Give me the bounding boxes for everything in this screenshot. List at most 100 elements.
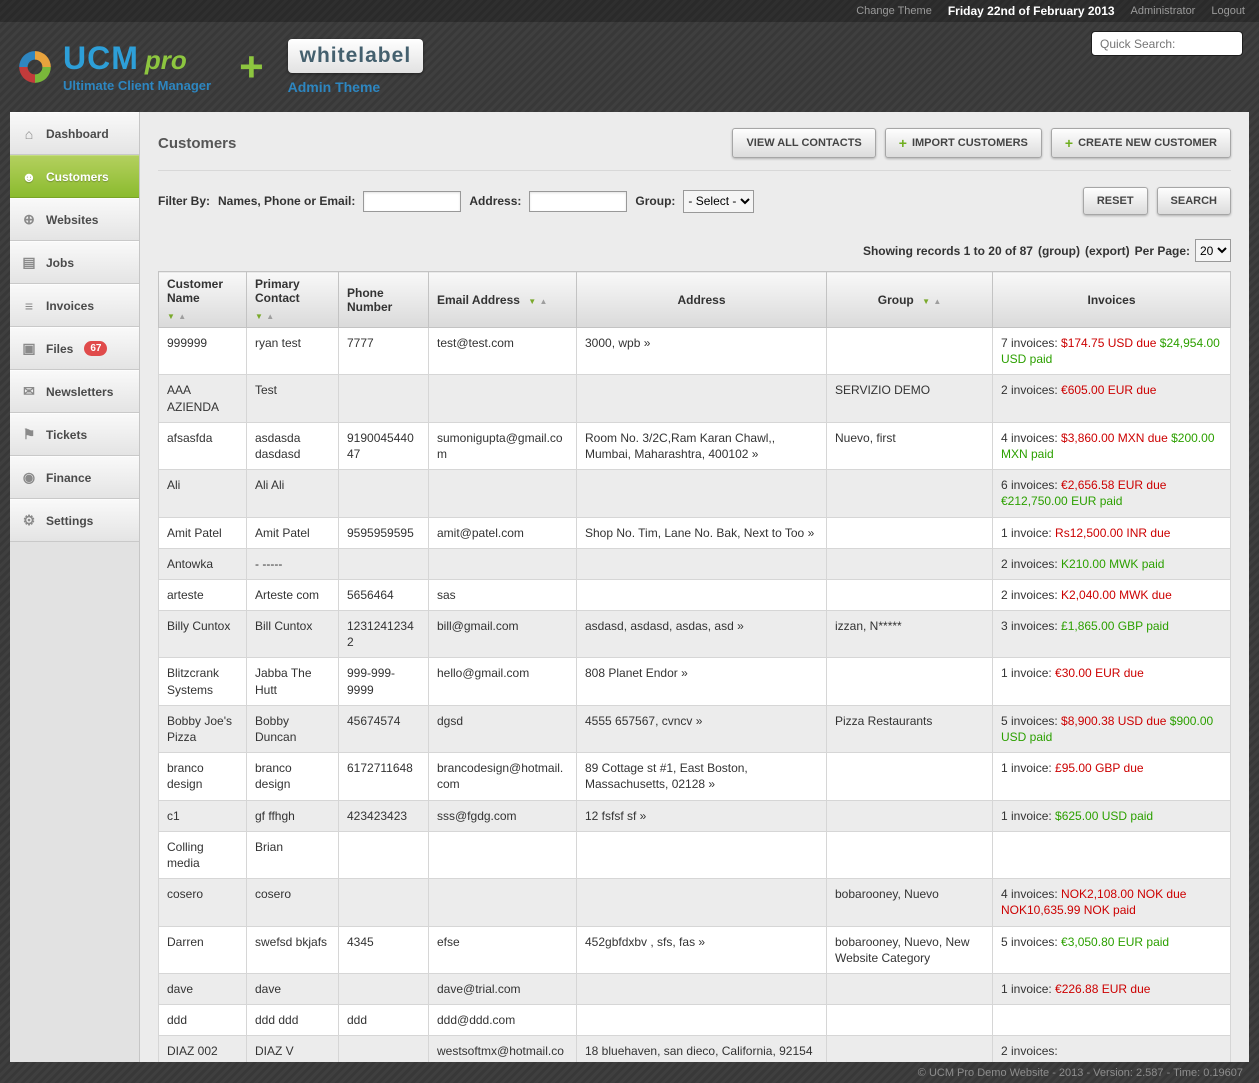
per-page-select[interactable]: 20 bbox=[1195, 239, 1231, 262]
address-filter-label: Address: bbox=[469, 194, 522, 208]
plus-icon: + bbox=[1064, 135, 1074, 151]
cell-group bbox=[826, 1004, 993, 1037]
sort-desc-icon[interactable]: ▼ bbox=[528, 296, 537, 306]
table-row[interactable]: Colling media Brian bbox=[158, 830, 1231, 880]
sidebar-item-tickets[interactable]: ⚑ Tickets bbox=[10, 413, 139, 456]
table-row[interactable]: 999999 ryan test 7777 test@test.com 3000… bbox=[158, 326, 1231, 376]
column-primary-contact[interactable]: Primary Contact ▼ ▲ bbox=[246, 271, 339, 328]
cell-email-address: sss@fgdg.com bbox=[428, 799, 577, 832]
sort-asc-icon[interactable]: ▲ bbox=[266, 312, 275, 321]
create-new-customer-button[interactable]: + CREATE NEW CUSTOMER bbox=[1050, 128, 1231, 158]
cell-email-address: dave@trial.com bbox=[428, 972, 577, 1006]
cell-address: Shop No. Tim, Lane No. Bak, Next to Too … bbox=[576, 516, 827, 549]
footer-text: © UCM Pro Demo Website - 2013 - Version:… bbox=[917, 1066, 1243, 1079]
table-row[interactable]: AAA AZIENDA Test SERVIZIO DEMO 2 invoice… bbox=[158, 374, 1231, 423]
cell-primary-contact: - ----- bbox=[246, 547, 339, 580]
column-email-address[interactable]: Email Address ▼ ▲ bbox=[428, 271, 577, 328]
sort-desc-icon[interactable]: ▼ bbox=[167, 312, 175, 321]
search-button[interactable]: SEARCH bbox=[1156, 187, 1231, 215]
export-link[interactable]: (export) bbox=[1084, 243, 1130, 258]
sidebar-item-customers[interactable]: ☻ Customers bbox=[10, 155, 139, 198]
sort-asc-icon[interactable]: ▲ bbox=[178, 312, 187, 321]
sort-icons[interactable]: ▼ ▲ bbox=[255, 308, 330, 322]
table-row[interactable]: branco design branco design 6172711648 b… bbox=[158, 752, 1231, 801]
cell-address: Room No. 3/2C,Ram Karan Chawl,, Mumbai, … bbox=[576, 421, 827, 471]
cell-address bbox=[576, 830, 827, 880]
sidebar-item-settings[interactable]: ⚙ Settings bbox=[10, 499, 139, 542]
column-address[interactable]: Address bbox=[576, 271, 827, 328]
table-row[interactable]: dave dave dave@trial.com 1 invoice: €226… bbox=[158, 972, 1231, 1006]
sidebar-item-finance[interactable]: ◉ Finance bbox=[10, 456, 139, 499]
names-filter-input[interactable] bbox=[363, 190, 462, 212]
cell-email-address bbox=[428, 374, 577, 423]
ucm-logo[interactable]: UCM pro Ultimate Client Manager bbox=[16, 42, 211, 93]
cell-email-address: sumonigupta@gmail.com bbox=[428, 421, 577, 471]
jobs-icon: ▤ bbox=[22, 254, 36, 270]
brand-subtitle: Ultimate Client Manager bbox=[63, 77, 212, 93]
sidebar-item-newsletters[interactable]: ✉ Newsletters bbox=[10, 370, 139, 413]
cell-invoices: 1 invoice: €30.00 EUR due bbox=[992, 657, 1231, 706]
table-row[interactable]: ddd ddd ddd ddd ddd@ddd.com bbox=[158, 1004, 1231, 1037]
import-customers-button[interactable]: + IMPORT CUSTOMERS bbox=[884, 128, 1042, 158]
view-all-contacts-button[interactable]: VIEW ALL CONTACTS bbox=[732, 128, 876, 158]
table-row[interactable]: Antowka - ----- 2 invoices: K210.00 MWK … bbox=[158, 547, 1231, 580]
group-select[interactable]: - Select - bbox=[683, 189, 755, 213]
administrator-link[interactable]: Administrator bbox=[1130, 5, 1196, 17]
sort-icons[interactable]: ▼ ▲ bbox=[167, 308, 238, 322]
column-customer-name[interactable]: Customer Name ▼ ▲ bbox=[158, 271, 247, 328]
ucm-logo-icon bbox=[19, 51, 51, 83]
cell-invoices: 4 invoices: $3,860.00 MXN due $200.00 MX… bbox=[992, 421, 1231, 471]
cell-primary-contact: swefsd bkjafs bbox=[246, 925, 339, 974]
table-row[interactable]: afsasfda asdasda dasdasd 919004544047 su… bbox=[158, 421, 1231, 471]
cell-address bbox=[576, 374, 827, 423]
table-row[interactable]: Ali Ali Ali 6 invoices: €2,656.58 EUR du… bbox=[158, 469, 1231, 518]
files-icon: ▣ bbox=[22, 340, 36, 356]
column-invoices[interactable]: Invoices bbox=[992, 271, 1231, 328]
table-row[interactable]: arteste Arteste com 5656464 sas 2 invoic… bbox=[158, 578, 1231, 612]
table-row[interactable]: Blitzcrank Systems Jabba The Hutt 999-99… bbox=[158, 657, 1231, 706]
table-row[interactable]: DIAZ 002 DIAZ V westsoftmx@hotmail.com 1… bbox=[158, 1035, 1231, 1062]
sort-asc-icon[interactable]: ▲ bbox=[539, 296, 548, 306]
quick-search-input[interactable] bbox=[1091, 31, 1243, 56]
cell-primary-contact: asdasda dasdasd bbox=[246, 421, 339, 471]
cell-phone-number bbox=[338, 547, 429, 580]
reset-button[interactable]: RESET bbox=[1082, 187, 1148, 215]
cell-email-address: test@test.com bbox=[428, 326, 577, 376]
brand-text: UCM pro Ultimate Client Manager bbox=[63, 42, 211, 93]
table-row[interactable]: c1 gf ffhgh 423423423 sss@fgdg.com 12 fs… bbox=[158, 799, 1231, 832]
column-group[interactable]: Group ▼ ▲ bbox=[826, 271, 993, 328]
column-phone-number[interactable]: Phone Number bbox=[338, 271, 429, 328]
change-theme-link[interactable]: Change Theme bbox=[856, 5, 932, 17]
cell-customer-name: Antowka bbox=[158, 547, 247, 580]
cell-phone-number: 919004544047 bbox=[338, 421, 429, 471]
sidebar-item-jobs[interactable]: ▤ Jobs bbox=[10, 241, 139, 284]
table-row[interactable]: cosero cosero bobarooney, Nuevo 4 invoic… bbox=[158, 878, 1231, 927]
sidebar-item-invoices[interactable]: ≡ Invoices bbox=[10, 284, 139, 327]
cell-email-address bbox=[428, 469, 577, 518]
page-actions: VIEW ALL CONTACTS + IMPORT CUSTOMERS + C… bbox=[732, 128, 1231, 158]
cell-invoices: 4 invoices: NOK2,108.00 NOK due NOK10,63… bbox=[992, 878, 1231, 927]
address-filter-input[interactable] bbox=[529, 190, 628, 212]
cell-phone-number bbox=[338, 374, 429, 423]
group-link[interactable]: (group) bbox=[1037, 243, 1080, 258]
table-row[interactable]: Bobby Joe's Pizza Bobby Duncan 45674574 … bbox=[158, 704, 1231, 754]
table-row[interactable]: Amit Patel Amit Patel 9595959595 amit@pa… bbox=[158, 516, 1231, 549]
sidebar-item-dashboard[interactable]: ⌂ Dashboard bbox=[10, 112, 139, 155]
cell-email-address: ddd@ddd.com bbox=[428, 1004, 577, 1037]
cell-email-address: westsoftmx@hotmail.com bbox=[428, 1035, 577, 1062]
sidebar-item-files[interactable]: ▣ Files 67 bbox=[10, 327, 139, 370]
table-row[interactable]: Billy Cuntox Bill Cuntox 12312412342 bil… bbox=[158, 610, 1231, 659]
cell-group bbox=[826, 516, 993, 549]
sort-icons[interactable]: ▼ ▲ bbox=[922, 293, 941, 307]
logout-link[interactable]: Logout bbox=[1211, 5, 1245, 17]
cell-customer-name: Billy Cuntox bbox=[158, 610, 247, 659]
sidebar-item-websites[interactable]: ⊕ Websites bbox=[10, 198, 139, 241]
sort-desc-icon[interactable]: ▼ bbox=[922, 296, 930, 306]
sort-icons[interactable]: ▼ ▲ bbox=[528, 293, 547, 307]
sort-asc-icon[interactable]: ▲ bbox=[933, 296, 942, 306]
cell-group: bobarooney, Nuevo bbox=[826, 878, 993, 927]
sort-desc-icon[interactable]: ▼ bbox=[255, 312, 263, 321]
cell-phone-number: 6172711648 bbox=[338, 752, 429, 801]
cell-customer-name: Blitzcrank Systems bbox=[158, 657, 247, 706]
table-row[interactable]: Darren swefsd bkjafs 4345 efse 452gbfdxb… bbox=[158, 925, 1231, 974]
